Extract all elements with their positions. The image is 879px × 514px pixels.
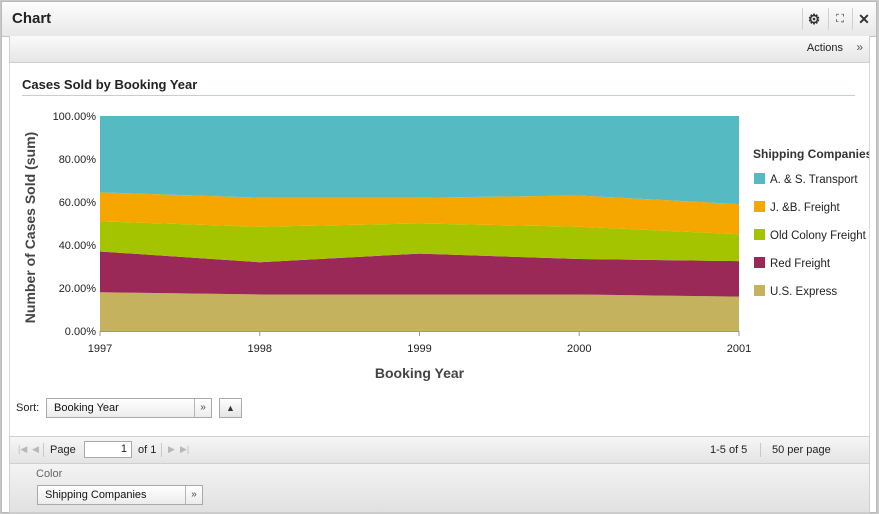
sort-label: Sort: xyxy=(16,402,40,414)
x-tick-label: 2000 xyxy=(567,343,591,355)
legend-swatch xyxy=(754,173,765,184)
last-page-icon[interactable]: ▶| xyxy=(180,444,190,454)
legend-item-label[interactable]: Red Freight xyxy=(770,258,831,270)
divider xyxy=(760,443,761,457)
arrow-up-icon: ▲ xyxy=(226,403,235,413)
title-divider xyxy=(22,95,855,96)
color-select-value: Shipping Companies xyxy=(45,489,147,501)
actions-bar: Actions » xyxy=(9,36,870,63)
x-tick-label: 1997 xyxy=(88,343,112,355)
sort-direction-button[interactable]: ▲ xyxy=(219,398,242,418)
chart-area: Cases Sold by Booking Year 0.00% 20.00% 40… xyxy=(9,63,870,436)
divider xyxy=(43,443,44,457)
y-axis-label: Number of Cases Sold (sum) xyxy=(22,132,38,323)
close-icon[interactable]: ✕ xyxy=(852,8,875,30)
area-chart: 0.00% 20.00% 40.00% 60.00% 80.00% 100.00% 199… xyxy=(22,111,869,381)
chevron-double-down-icon[interactable]: » xyxy=(194,399,211,417)
record-range: 1-5 of 5 xyxy=(710,444,748,456)
chevron-double-down-icon[interactable]: » xyxy=(185,486,202,504)
legend-swatch xyxy=(754,257,765,268)
gear-icon[interactable]: ⚙ xyxy=(802,8,825,30)
series-areas xyxy=(100,116,739,331)
x-tick-label: 1998 xyxy=(248,343,272,355)
color-label: Color xyxy=(36,468,63,480)
maximize-icon[interactable]: ⛶ xyxy=(828,8,851,30)
legend-swatch xyxy=(754,201,765,212)
legend: A. & S. Transport J. &B. Freight Old Colon… xyxy=(754,173,867,298)
title-bar: Chart ⚙ ⛶ ✕ xyxy=(2,2,876,37)
sort-select-value: Booking Year xyxy=(54,402,119,414)
page-number-input[interactable]: 1 xyxy=(84,441,132,458)
first-page-icon[interactable]: |◀ xyxy=(18,444,28,454)
page-total: of 1 xyxy=(138,444,157,456)
legend-swatch xyxy=(754,229,765,240)
y-axis-ticks: 0.00% 20.00% 40.00% 60.00% 80.00% 100.00% xyxy=(53,111,97,338)
color-section: Color Shipping Companies » xyxy=(9,464,870,513)
legend-item-label[interactable]: J. &B. Freight xyxy=(770,202,840,214)
next-page-icon[interactable]: ▶ xyxy=(168,444,175,454)
page-label: Page xyxy=(50,444,76,456)
area-series-0[interactable] xyxy=(100,292,739,331)
sort-select[interactable]: Booking Year » xyxy=(46,398,212,418)
x-tick-label: 2001 xyxy=(727,343,751,355)
color-select[interactable]: Shipping Companies » xyxy=(37,485,203,505)
area-series-3[interactable] xyxy=(100,192,739,235)
y-tick-label: 60.00% xyxy=(59,197,97,209)
window-title: Chart xyxy=(12,10,52,27)
legend-item-label[interactable]: U.S. Express xyxy=(770,286,837,298)
legend-item-label[interactable]: Old Colony Freight xyxy=(770,230,867,242)
divider xyxy=(161,443,162,457)
prev-page-icon[interactable]: ◀ xyxy=(32,444,39,454)
area-series-1[interactable] xyxy=(100,251,739,297)
chevron-double-down-icon[interactable]: » xyxy=(856,40,863,54)
legend-swatch xyxy=(754,285,765,296)
y-tick-label: 80.00% xyxy=(59,154,97,166)
y-tick-label: 40.00% xyxy=(59,240,97,252)
area-series-2[interactable] xyxy=(100,221,739,263)
area-series-4[interactable] xyxy=(100,116,739,205)
legend-title: Shipping Companies xyxy=(753,147,869,161)
chart-title: Cases Sold by Booking Year xyxy=(22,77,198,92)
y-tick-label: 0.00% xyxy=(65,326,96,338)
y-tick-label: 100.00% xyxy=(53,111,97,123)
y-tick-label: 20.00% xyxy=(59,283,97,295)
pagination-bar: |◀ ◀ Page 1 of 1 ▶ ▶| 1-5 of 5 50 per pa… xyxy=(9,436,870,464)
per-page-selector[interactable]: 50 per page xyxy=(772,444,831,456)
x-axis-label: Booking Year xyxy=(375,365,465,381)
legend-item-label[interactable]: A. & S. Transport xyxy=(770,174,858,186)
x-tick-label: 1999 xyxy=(407,343,431,355)
actions-menu[interactable]: Actions xyxy=(806,42,843,54)
x-axis-ticks: 1997 1998 1999 2000 2001 xyxy=(88,331,751,355)
